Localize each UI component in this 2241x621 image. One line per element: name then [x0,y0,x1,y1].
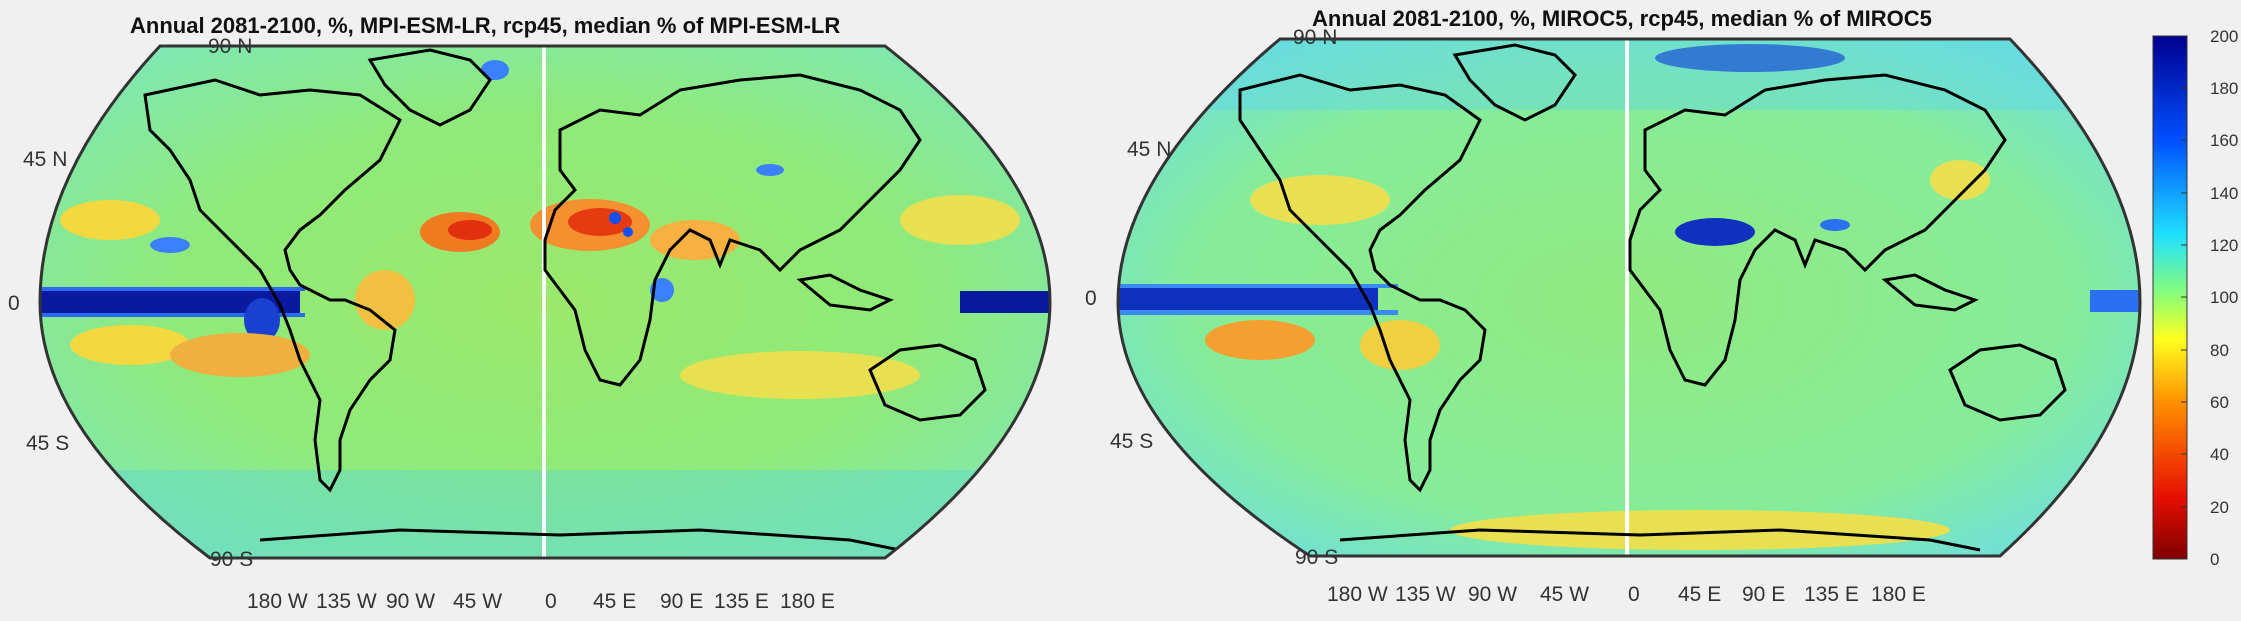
map1-lat-0: 0 [8,292,20,315]
map1-lon-135w: 135 W [316,590,377,613]
map1-lon-180e: 180 E [780,590,835,613]
map2-lon-90e: 90 E [1742,583,1786,606]
map2-lat-90s: 90 S [1295,546,1339,569]
map1-pacific-band [40,291,300,313]
map1-lat-45s: 45 S [26,432,70,455]
colorbar-tick-20: 20 [2210,498,2229,517]
colorbar-ticks [2181,87,2187,508]
map1-lat-90n: 90 N [208,35,253,58]
map1-lat-45n: 45 N [23,148,68,171]
map2-lon-135e: 135 E [1804,583,1859,606]
colorbar-tick-100: 100 [2210,288,2239,307]
colorbar-tick-160: 160 [2210,131,2239,150]
map1-lon-180w: 180 W [247,590,308,613]
map1-lat-90s: 90 S [210,548,254,571]
map2-lon-45e: 45 E [1678,583,1722,606]
colorbar-tick-60: 60 [2210,393,2229,412]
colorbar-tick-40: 40 [2210,445,2229,464]
map2-lat-45n: 45 N [1127,138,1172,161]
map1-lon-45w: 45 W [453,590,503,613]
map2-lon-180e: 180 E [1871,583,1926,606]
map2-lat-45s: 45 S [1110,430,1154,453]
map1-lon-0: 0 [545,590,557,613]
map1-lon-90w: 90 W [386,590,436,613]
colorbar-tick-200: 200 [2210,27,2239,46]
map1-lon-45e: 45 E [593,590,637,613]
map2-lon-45w: 45 W [1540,583,1590,606]
map1-lon-135e: 135 E [714,590,769,613]
map1-title: Annual 2081-2100, %, MPI-ESM-LR, rcp45, … [130,13,841,38]
map2-lon-135w: 135 W [1395,583,1456,606]
map2-lat-0: 0 [1085,287,1097,310]
map2-title: Annual 2081-2100, %, MIROC5, rcp45, medi… [1312,6,1932,31]
colorbar-tick-180: 180 [2210,79,2239,98]
colorbar-tick-80: 80 [2210,341,2229,360]
colorbar-tick-0: 0 [2210,550,2220,569]
map2-pacific-band [1118,288,1378,310]
map2-lon-90w: 90 W [1468,583,1518,606]
map2-frame [1116,37,2142,558]
map1-lon-90e: 90 E [660,590,704,613]
map2-lat-90n: 90 N [1293,26,1338,49]
map1-frame [38,44,1052,560]
map2 [1118,39,2140,556]
map2-lon-0: 0 [1628,583,1640,606]
map1 [40,46,1050,558]
colorbar-tick-140: 140 [2210,184,2239,203]
colorbar-tick-120: 120 [2210,236,2239,255]
map2-lon-180w: 180 W [1327,583,1388,606]
